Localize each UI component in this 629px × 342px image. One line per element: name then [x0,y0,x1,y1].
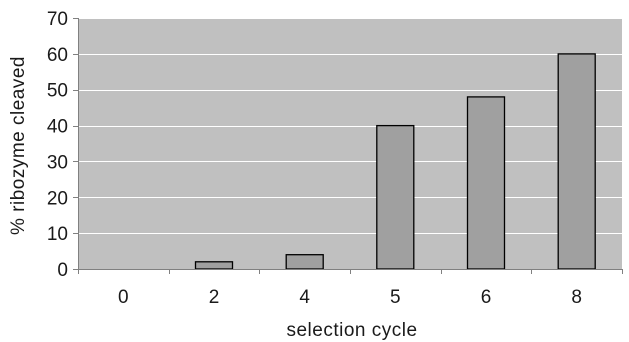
gridlines [78,18,622,234]
y-tick-label-0: 0 [57,260,68,281]
x-tick-label-4: 4 [299,287,310,308]
y-axis-title: % ribozyme cleaved [8,56,29,235]
bar-6 [466,96,506,270]
y-tick-label-50: 50 [47,81,68,102]
y-tick-labels: 0 10 20 30 40 50 60 70 [47,9,68,281]
y-tick-label-70: 70 [47,9,68,30]
x-tick-label-6: 6 [481,287,492,308]
y-tick-label-60: 60 [47,45,68,66]
x-tick-label-2: 2 [209,287,220,308]
plot-area [78,18,622,269]
bar-2 [194,261,234,270]
y-tick-label-10: 10 [47,224,68,245]
x-axis-title: selection cycle [286,320,417,341]
bar-4 [285,254,324,270]
x-tick-label-0: 0 [118,287,129,308]
x-tick-labels: 0 2 4 5 6 8 [118,287,582,308]
bars [194,53,596,270]
bar-8 [557,53,596,270]
axes [73,18,623,274]
x-tick-label-8: 8 [571,287,582,308]
y-tick-label-20: 20 [47,188,68,209]
x-tick-label-5: 5 [390,287,401,308]
bar-5 [376,124,415,270]
y-tick-label-30: 30 [47,152,68,173]
y-tick-label-40: 40 [47,117,68,138]
